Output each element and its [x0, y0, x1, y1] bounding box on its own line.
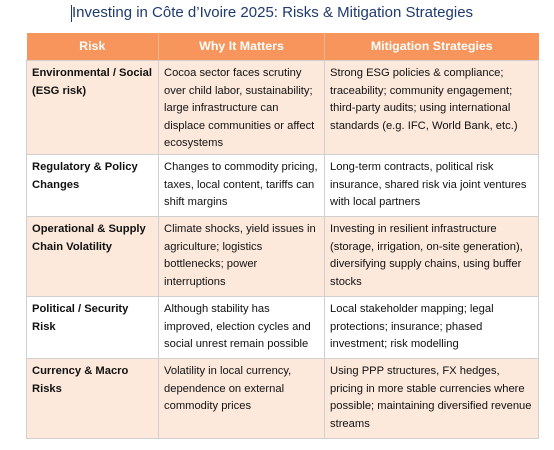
risk-cell: Regulatory & Policy Changes [26, 154, 159, 217]
table-row: Political / Security Risk Although stabi… [26, 296, 539, 359]
why-cell: Changes to commodity pricing, taxes, loc… [158, 154, 325, 217]
mitigation-cell: Using PPP structures, FX hedges, pricing… [324, 358, 539, 439]
table-row: Regulatory & Policy Changes Changes to c… [26, 154, 539, 217]
risk-table: Risk Why It Matters Mitigation Strategie… [26, 33, 539, 439]
table-row: Environmental / Social (ESG risk) Cocoa … [26, 60, 539, 155]
header-mitigation-strategies: Mitigation Strategies [324, 33, 539, 61]
mitigation-cell: Long-term contracts, political risk insu… [324, 154, 539, 217]
why-cell: Climate shocks, yield issues in agricult… [158, 216, 325, 297]
mitigation-cell: Investing in resilient infrastructure (s… [324, 216, 539, 297]
text-cursor [71, 5, 72, 22]
risk-cell: Political / Security Risk [26, 296, 159, 359]
table-header-row: Risk Why It Matters Mitigation Strategie… [26, 33, 539, 61]
mitigation-cell: Strong ESG policies & compliance; tracea… [324, 60, 539, 155]
header-why-it-matters: Why It Matters [158, 33, 325, 61]
table-row: Currency & Macro Risks Volatility in loc… [26, 358, 539, 439]
risk-cell: Currency & Macro Risks [26, 358, 159, 439]
why-cell: Cocoa sector faces scrutiny over child l… [158, 60, 325, 155]
document-title: Investing in Côte d’Ivoire 2025: Risks &… [72, 4, 474, 21]
table-row: Operational & Supply Chain Volatility Cl… [26, 216, 539, 297]
mitigation-cell: Local stakeholder mapping; legal protect… [324, 296, 539, 359]
why-cell: Although stability has improved, electio… [158, 296, 325, 359]
header-risk: Risk [26, 33, 159, 61]
why-cell: Volatility in local currency, dependence… [158, 358, 325, 439]
risk-cell: Environmental / Social (ESG risk) [26, 60, 159, 155]
risk-cell: Operational & Supply Chain Volatility [26, 216, 159, 297]
